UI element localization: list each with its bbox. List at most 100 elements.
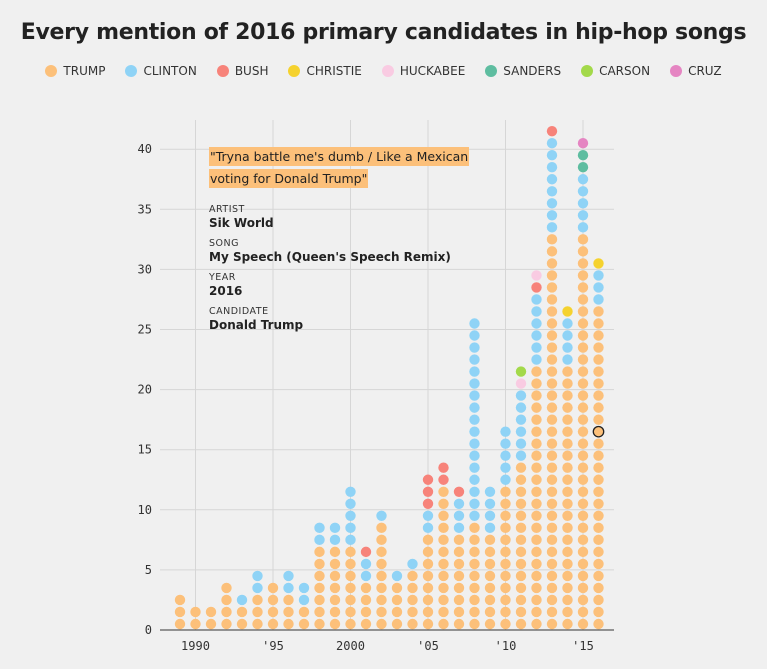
dot-trump[interactable] (562, 546, 573, 558)
dot-clinton[interactable] (531, 330, 542, 341)
dot-clinton[interactable] (546, 186, 558, 197)
dot-trump[interactable] (577, 570, 589, 582)
dot-trump[interactable] (422, 594, 434, 606)
dot-trump[interactable] (438, 606, 449, 618)
dot-trump[interactable] (376, 522, 387, 534)
dot-clinton[interactable] (469, 378, 480, 389)
dot-trump[interactable] (438, 498, 449, 509)
dot-trump[interactable] (267, 606, 279, 618)
dot-trump[interactable] (577, 582, 589, 594)
dot-trump[interactable] (577, 306, 589, 317)
dot-clinton[interactable] (469, 486, 480, 497)
dot-clinton[interactable] (469, 426, 480, 437)
dot-trump[interactable] (345, 570, 356, 582)
dot-bush[interactable] (422, 486, 434, 497)
dot-clinton[interactable] (546, 198, 558, 209)
dot-trump[interactable] (329, 546, 341, 558)
dot-trump[interactable] (469, 534, 480, 546)
dot-trump[interactable] (593, 498, 604, 509)
dot-trump[interactable] (546, 234, 558, 245)
dot-trump[interactable] (531, 522, 542, 534)
dot-trump[interactable] (221, 606, 232, 618)
dot-trump[interactable] (593, 330, 604, 341)
dot-trump[interactable] (484, 606, 496, 618)
dot-clinton[interactable] (531, 354, 542, 365)
legend-item-christie[interactable]: CHRISTIE (288, 64, 362, 78)
dot-trump[interactable] (577, 270, 589, 281)
dot-trump[interactable] (531, 618, 542, 630)
dot-clinton[interactable] (469, 462, 480, 473)
dot-trump[interactable] (469, 546, 480, 558)
dot-trump[interactable] (577, 330, 589, 341)
dot-trump[interactable] (577, 522, 589, 534)
dot-trump[interactable] (515, 582, 527, 594)
dot-trump[interactable] (593, 582, 604, 594)
dot-cruz[interactable] (577, 137, 589, 149)
dot-trump[interactable] (546, 246, 558, 257)
dot-clinton[interactable] (500, 462, 511, 473)
dot-clinton[interactable] (469, 342, 480, 353)
dot-trump[interactable] (577, 366, 589, 377)
dot-clinton[interactable] (298, 594, 310, 606)
dot-trump[interactable] (546, 462, 558, 473)
dot-christie[interactable] (593, 258, 604, 269)
dot-trump[interactable] (546, 474, 558, 485)
dot-trump[interactable] (515, 522, 527, 534)
dot-trump[interactable] (593, 402, 604, 413)
dot-clinton[interactable] (469, 474, 480, 485)
dot-trump[interactable] (515, 498, 527, 509)
dot-trump[interactable] (329, 606, 341, 618)
dot-bush[interactable] (453, 486, 465, 497)
dot-trump[interactable] (531, 366, 542, 377)
dot-trump[interactable] (376, 534, 387, 546)
dot-trump[interactable] (546, 618, 558, 630)
dot-trump[interactable] (593, 510, 604, 522)
dot-trump[interactable] (577, 558, 589, 570)
dot-trump[interactable] (391, 606, 403, 618)
dot-trump[interactable] (531, 510, 542, 522)
dot-bush[interactable] (360, 546, 372, 558)
dot-clinton[interactable] (531, 294, 542, 305)
dot-trump[interactable] (314, 594, 325, 606)
dot-trump[interactable] (562, 402, 573, 413)
dot-trump[interactable] (546, 342, 558, 353)
dot-trump[interactable] (174, 618, 186, 630)
dot-trump[interactable] (593, 438, 604, 449)
dot-trump[interactable] (407, 606, 418, 618)
dot-clinton[interactable] (531, 342, 542, 353)
dot-trump[interactable] (546, 270, 558, 281)
dot-trump[interactable] (562, 438, 573, 449)
dot-trump[interactable] (314, 606, 325, 618)
dot-clinton[interactable] (500, 438, 511, 449)
dot-clinton[interactable] (469, 438, 480, 449)
dot-trump[interactable] (453, 546, 465, 558)
dot-trump[interactable] (438, 522, 449, 534)
dot-trump[interactable] (391, 618, 403, 630)
dot-trump[interactable] (174, 594, 186, 606)
dot-trump[interactable] (484, 558, 496, 570)
dot-trump[interactable] (562, 450, 573, 461)
dot-trump[interactable] (345, 594, 356, 606)
dot-trump[interactable] (267, 594, 279, 606)
dot-trump[interactable] (531, 378, 542, 389)
dot-trump[interactable] (500, 618, 511, 630)
dot-trump[interactable] (577, 594, 589, 606)
dot-trump[interactable] (546, 414, 558, 425)
dot-trump[interactable] (546, 570, 558, 582)
dot-trump[interactable] (252, 594, 263, 606)
dot-trump[interactable] (515, 486, 527, 497)
dot-trump[interactable] (422, 570, 434, 582)
dot-clinton[interactable] (469, 510, 480, 522)
dot-clinton[interactable] (562, 330, 573, 341)
dot-clinton[interactable] (252, 570, 263, 582)
dot-trump[interactable] (484, 618, 496, 630)
dot-clinton[interactable] (345, 498, 356, 509)
dot-trump[interactable] (531, 438, 542, 449)
dot-clinton[interactable] (252, 582, 263, 594)
dot-trump[interactable] (577, 234, 589, 245)
dot-clinton[interactable] (314, 522, 325, 534)
dot-clinton[interactable] (345, 486, 356, 497)
dot-trump[interactable] (314, 618, 325, 630)
dot-trump[interactable] (593, 594, 604, 606)
dot-clinton[interactable] (453, 510, 465, 522)
